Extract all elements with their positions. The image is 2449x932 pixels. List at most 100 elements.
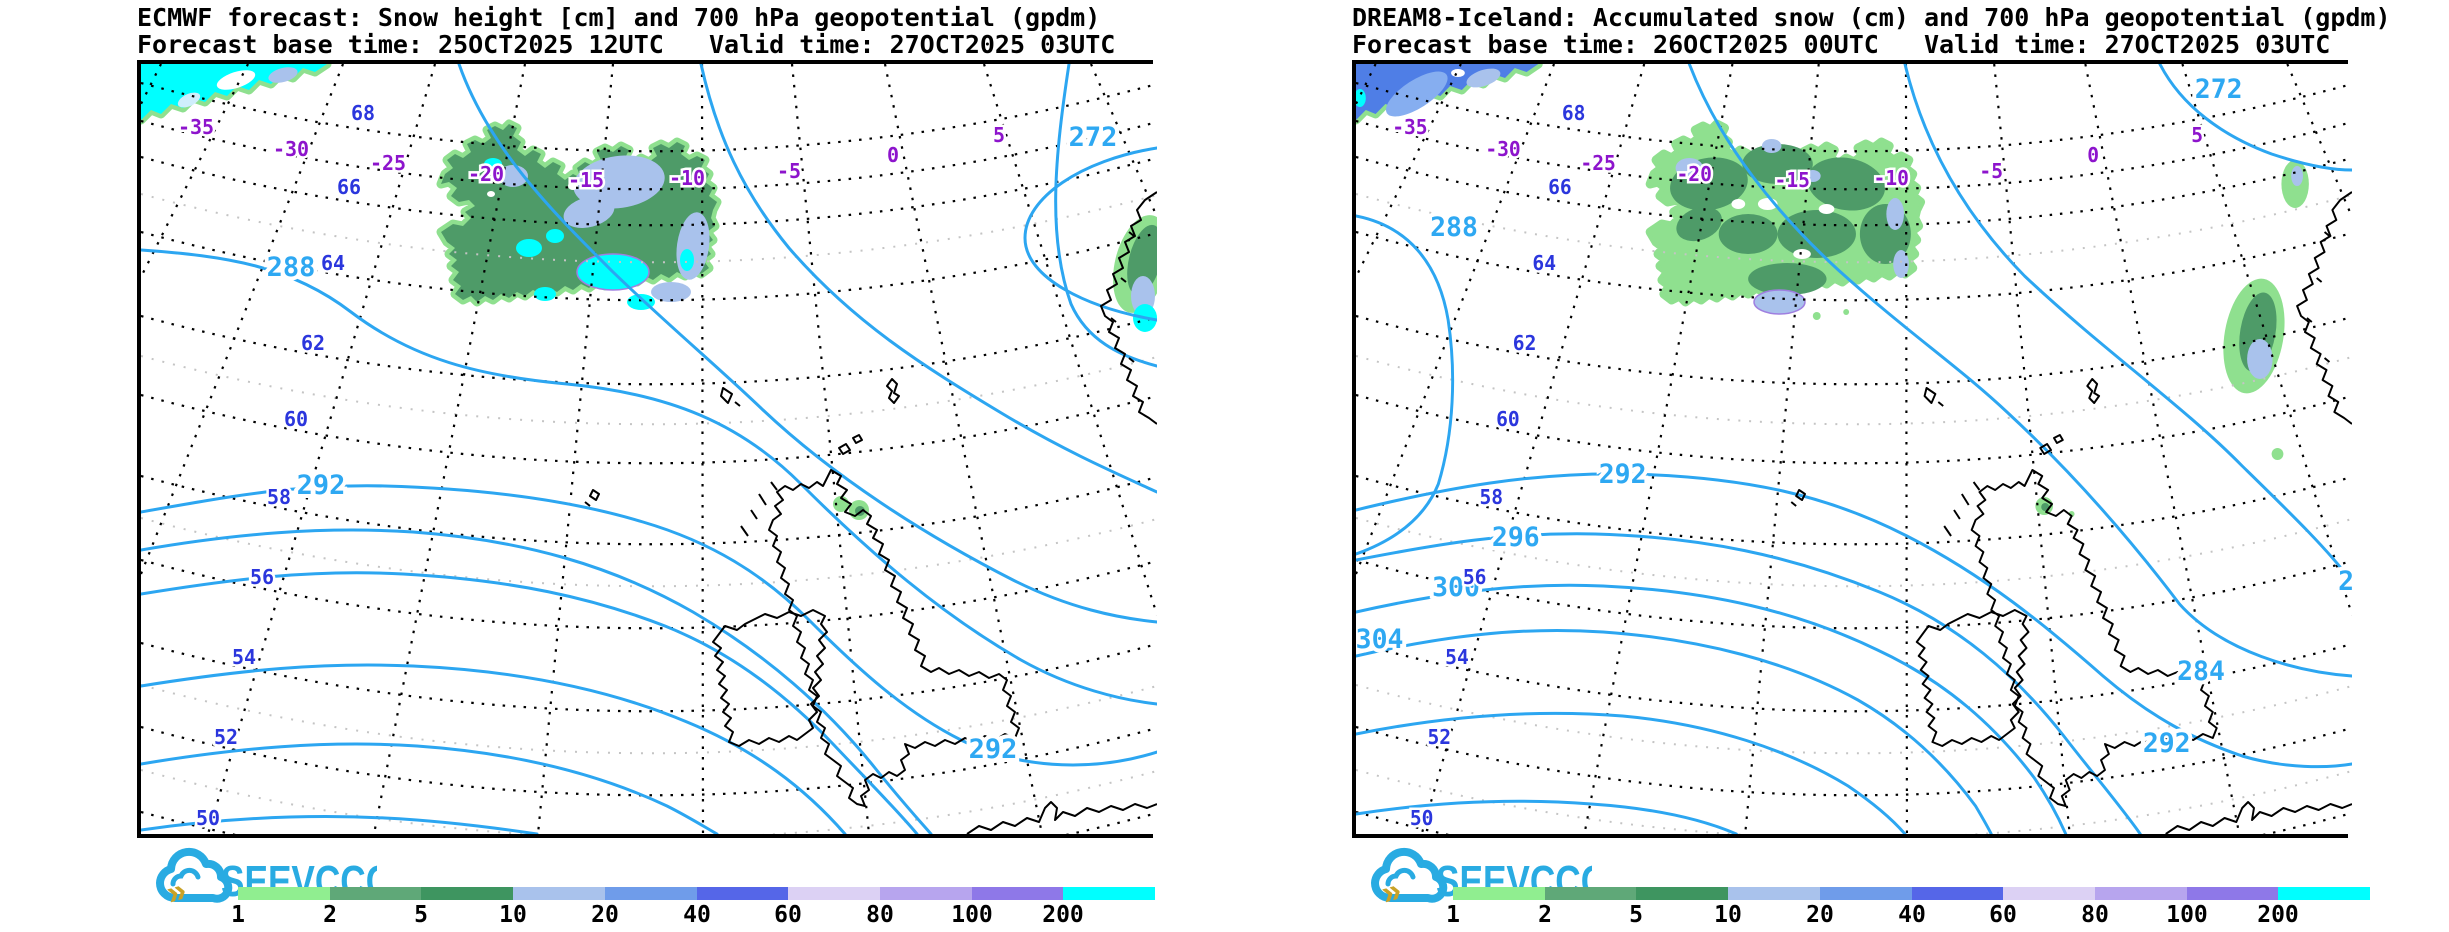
lon-label: -10 bbox=[1874, 167, 1909, 190]
colorbar-segment bbox=[238, 887, 330, 900]
left-footer: » SEEVCCC 1 2 5 10 20 40 60 80 100 200 bbox=[137, 838, 1156, 932]
lat-label: 58 bbox=[1479, 486, 1503, 509]
colorbar-segment bbox=[421, 887, 514, 900]
left-map-labels: 272 288 292 292 68 66 64 62 60 58 56 54 … bbox=[175, 99, 1121, 833]
contour-label: 292 bbox=[297, 470, 346, 501]
contour-label: 272 bbox=[2195, 74, 2243, 105]
right-map-labels: 272 288 292 296 300 304 284 292 2 68 66 … bbox=[1356, 70, 2352, 833]
contour-label: 304 bbox=[1356, 624, 1403, 655]
lon-label: -20 bbox=[1677, 163, 1712, 186]
colorbar-tick: 40 bbox=[683, 902, 711, 928]
colorbar-tick: 100 bbox=[2166, 902, 2208, 928]
lon-label: -25 bbox=[1580, 152, 1615, 175]
right-panel: DREAM8-Iceland: Accumulated snow (cm) an… bbox=[1352, 3, 2391, 932]
colorbar-segment bbox=[2278, 887, 2371, 900]
lon-label: -35 bbox=[178, 115, 214, 139]
left-panel-title: ECMWF forecast: Snow height [cm] and 700… bbox=[137, 4, 1153, 58]
lon-label: -15 bbox=[568, 168, 604, 192]
lon-label: -5 bbox=[777, 159, 801, 183]
contour-label: 284 bbox=[2177, 656, 2225, 687]
norway-snow bbox=[1113, 215, 1157, 332]
lon-label: -5 bbox=[1979, 160, 2003, 183]
seevccc-logo: » SEEVCCC bbox=[156, 847, 377, 912]
right-map-frame: 272 288 292 296 300 304 284 292 2 68 66 … bbox=[1352, 60, 2352, 838]
left-map-frame: 272 288 292 292 68 66 64 62 60 58 56 54 … bbox=[137, 60, 1157, 838]
lon-label: -25 bbox=[370, 151, 406, 175]
seevccc-logo: » SEEVCCC bbox=[1371, 847, 1592, 912]
colorbar-segment bbox=[2003, 887, 2095, 900]
lat-label: 56 bbox=[1463, 566, 1487, 589]
lat-label: 66 bbox=[1548, 176, 1572, 199]
lat-label: 52 bbox=[1428, 726, 1452, 749]
colorbar-tick: 200 bbox=[2257, 902, 2299, 928]
right-title-line1: DREAM8-Iceland: Accumulated snow (cm) an… bbox=[1352, 3, 2391, 32]
colorbar-segment bbox=[1819, 887, 1912, 900]
colorbar-tick: 2 bbox=[1538, 902, 1552, 928]
colorbar-segment bbox=[2186, 887, 2279, 900]
lat-label: 68 bbox=[1562, 102, 1586, 125]
colorbar-segment bbox=[1453, 887, 1545, 900]
colorbar-tick: 10 bbox=[499, 902, 527, 928]
scotland-snow bbox=[833, 496, 869, 520]
left-title-line1: ECMWF forecast: Snow height [cm] and 700… bbox=[137, 3, 1101, 32]
colorbar-tick: 5 bbox=[414, 902, 428, 928]
lon-label: -30 bbox=[273, 137, 309, 161]
colorbar-tick: 5 bbox=[1629, 902, 1643, 928]
lat-label: 66 bbox=[337, 175, 361, 199]
lon-label: -35 bbox=[1392, 116, 1427, 139]
cloud-icon bbox=[1371, 847, 1448, 903]
cloud-inner-puff bbox=[170, 867, 201, 887]
colorbar-segment bbox=[1063, 887, 1156, 900]
colorbar-segment bbox=[1911, 887, 2004, 900]
colorbar-tick: 2 bbox=[323, 902, 337, 928]
lon-label: 5 bbox=[993, 123, 1005, 147]
contour-label: 272 bbox=[1069, 122, 1118, 153]
lon-label: -30 bbox=[1485, 138, 1520, 161]
colorbar-tick: 1 bbox=[1446, 902, 1460, 928]
lat-label: 64 bbox=[321, 251, 345, 275]
colorbar-segment bbox=[879, 887, 972, 900]
lat-label: 50 bbox=[1410, 807, 1434, 830]
lon-label: -20 bbox=[468, 162, 504, 186]
lat-label: 50 bbox=[196, 806, 220, 830]
colorbar-segment bbox=[696, 887, 789, 900]
contour-label: 288 bbox=[267, 252, 316, 283]
contour-label: 292 bbox=[969, 734, 1018, 765]
colorbar-tick: 20 bbox=[1806, 902, 1834, 928]
greenland-snow bbox=[141, 64, 327, 120]
colorbar-tick: 100 bbox=[951, 902, 993, 928]
lat-label: 56 bbox=[250, 565, 274, 589]
lat-label: 64 bbox=[1532, 252, 1556, 275]
lat-label: 52 bbox=[214, 725, 238, 749]
colorbar-tick: 20 bbox=[591, 902, 619, 928]
left-colorbar bbox=[238, 887, 1156, 900]
right-panel-title: DREAM8-Iceland: Accumulated snow (cm) an… bbox=[1352, 3, 2391, 59]
lon-label: 0 bbox=[887, 143, 899, 167]
colorbar-tick: 200 bbox=[1042, 902, 1084, 928]
lon-label: -15 bbox=[1775, 169, 1810, 192]
right-footer: » SEEVCCC 1 2 5 10 20 40 60 80 100 200 bbox=[1352, 838, 2371, 932]
lat-label: 62 bbox=[301, 331, 325, 355]
lat-label: 54 bbox=[1445, 646, 1469, 669]
colorbar-segment bbox=[2094, 887, 2187, 900]
right-colorbar bbox=[1453, 887, 2371, 900]
colorbar-tick: 60 bbox=[774, 902, 802, 928]
lat-label: 60 bbox=[1496, 408, 1520, 431]
lat-label: 62 bbox=[1513, 332, 1537, 355]
iceland-snow bbox=[1650, 124, 1921, 320]
left-panel: ECMWF forecast: Snow height [cm] and 700… bbox=[137, 4, 1157, 932]
colorbar-tick: 1 bbox=[231, 902, 245, 928]
left-map-canvas: 272 288 292 292 68 66 64 62 60 58 56 54 … bbox=[141, 64, 1157, 834]
lon-label: 0 bbox=[2087, 144, 2099, 167]
contour-label: 292 bbox=[2143, 728, 2191, 759]
contour-label: 292 bbox=[1599, 459, 1647, 490]
lat-label: 60 bbox=[284, 407, 308, 431]
colorbar-tick: 80 bbox=[2081, 902, 2109, 928]
greenland-snow bbox=[1356, 64, 1538, 125]
norway-snow bbox=[2223, 160, 2309, 460]
cloud-inner-puff bbox=[1385, 867, 1416, 887]
right-snow-fills bbox=[1356, 64, 2309, 517]
lon-label: -10 bbox=[669, 166, 705, 190]
right-title-line2: Forecast base time: 26OCT2025 00UTC Vali… bbox=[1352, 30, 2331, 59]
